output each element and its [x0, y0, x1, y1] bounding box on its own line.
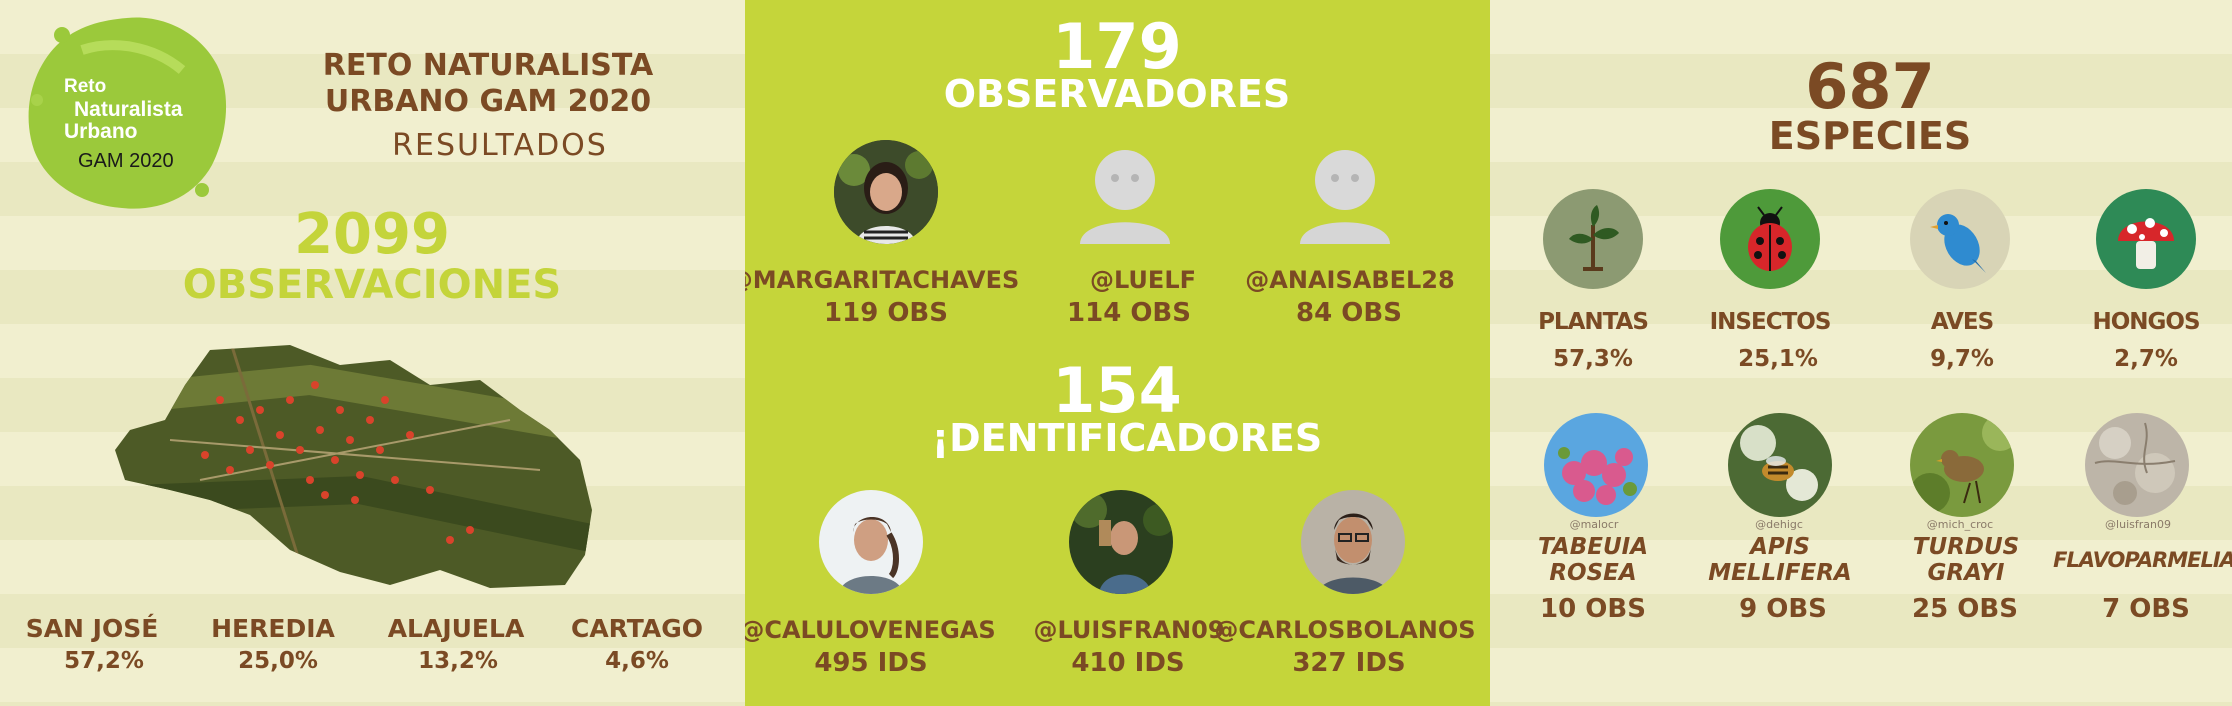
observer-stat: 114 OBS	[1067, 298, 1191, 328]
species-stat: 7 OBS	[2102, 594, 2190, 624]
logo-text-1: Reto	[64, 76, 107, 97]
photo-credit: @malocr	[1569, 518, 1619, 531]
bird-icon	[1910, 189, 2010, 289]
avatar	[1301, 490, 1405, 594]
species-name: GRAYI	[1927, 560, 2005, 586]
identifier-username: @LUISFRAN09	[1033, 616, 1225, 644]
region-pct: 25,0%	[238, 648, 318, 674]
ladybug-icon	[1720, 189, 1820, 289]
plant-icon	[1543, 189, 1643, 289]
observer-stat: 119 OBS	[824, 298, 948, 328]
species-photo	[2085, 413, 2189, 517]
region-pct: 57,2%	[64, 648, 144, 674]
species-stat: 25 OBS	[1912, 594, 2018, 624]
identifier-stat: 327 IDS	[1292, 648, 1406, 678]
default-avatar-icon	[1295, 140, 1395, 244]
region-name: SAN JOSÉ	[25, 614, 159, 643]
species-photo	[1910, 413, 2014, 517]
logo-text-2: Naturalista	[74, 98, 183, 121]
title-line-2: URBANO GAM 2020	[324, 84, 652, 119]
region-name: HEREDIA	[211, 614, 335, 643]
species-name: FLAVOPARMELIA	[2053, 548, 2232, 572]
group-pct: 57,3%	[1553, 346, 1633, 372]
avatar	[1069, 490, 1173, 594]
default-avatar-icon	[1075, 140, 1175, 244]
photo-credit: @dehigc	[1755, 518, 1803, 531]
observer-stat: 84 OBS	[1296, 298, 1402, 328]
identifier-username: @CARLOSBOLANOS	[1214, 616, 1476, 644]
left-panel: Reto Naturalista Urbano GAM 2020 RETO NA…	[0, 0, 745, 706]
title-line-1: RETO NATURALISTA	[322, 48, 654, 83]
logo-text-3: Urbano	[64, 120, 138, 143]
avatar	[819, 490, 923, 594]
species-name: TABEUIA	[1538, 534, 1648, 560]
observer-username: @MARGARITACHAVES	[745, 266, 1020, 294]
logo-text-4: GAM 2020	[78, 150, 174, 172]
observer-username: @ANAISABEL28	[1245, 266, 1455, 294]
group-name: INSECTOS	[1709, 309, 1832, 335]
observers-count: 179	[1052, 10, 1182, 83]
identifier-stat: 495 IDS	[814, 648, 928, 678]
right-panel: 687 ESPECIES	[1490, 0, 2232, 706]
species-stat: 9 OBS	[1739, 594, 1827, 624]
region-pct: 4,6%	[605, 648, 669, 674]
group-name: AVES	[1930, 309, 1994, 335]
species-photo	[1728, 413, 1832, 517]
group-pct: 2,7%	[2114, 346, 2178, 372]
species-name: TURDUS	[1912, 534, 2020, 560]
species-label: ESPECIES	[1768, 114, 1972, 158]
middle-panel: 179 OBSERVADORES @MARGARITACHAVES 119 OB…	[745, 0, 1490, 706]
group-name: PLANTAS	[1538, 309, 1649, 335]
species-name: ROSEA	[1549, 560, 1637, 586]
species-name: MELLIFERA	[1708, 560, 1852, 586]
region-name: ALAJUELA	[387, 614, 525, 643]
species-count: 687	[1805, 50, 1935, 123]
subtitle: RESULTADOS	[392, 128, 608, 163]
identifiers-count: 154	[1052, 354, 1182, 427]
species-photo	[1544, 413, 1648, 517]
photo-credit: @luisfran09	[2105, 518, 2171, 531]
group-pct: 9,7%	[1930, 346, 1994, 372]
species-name: APIS	[1750, 534, 1810, 560]
observations-count: 2099	[294, 202, 450, 267]
observers-label: OBSERVADORES	[943, 72, 1291, 116]
observer-username: @LUELF	[1089, 266, 1197, 294]
region-pct: 13,2%	[418, 648, 498, 674]
identifiers-label: ¡DENTIFICADORES	[931, 416, 1323, 460]
group-pct: 25,1%	[1738, 346, 1818, 372]
observations-label: OBSERVACIONES	[182, 262, 562, 308]
logo: Reto Naturalista Urbano GAM 2020	[22, 10, 232, 215]
mushroom-icon	[2096, 189, 2196, 289]
region-name: CARTAGO	[570, 614, 704, 643]
region-map	[110, 340, 600, 595]
group-name: HONGOS	[2092, 309, 2200, 335]
species-stat: 10 OBS	[1540, 594, 1646, 624]
avatar	[834, 140, 938, 244]
identifier-stat: 410 IDS	[1071, 648, 1185, 678]
photo-credit: @mich_croc	[1926, 518, 1994, 531]
identifier-username: @CALULOVENEGAS	[745, 616, 996, 644]
